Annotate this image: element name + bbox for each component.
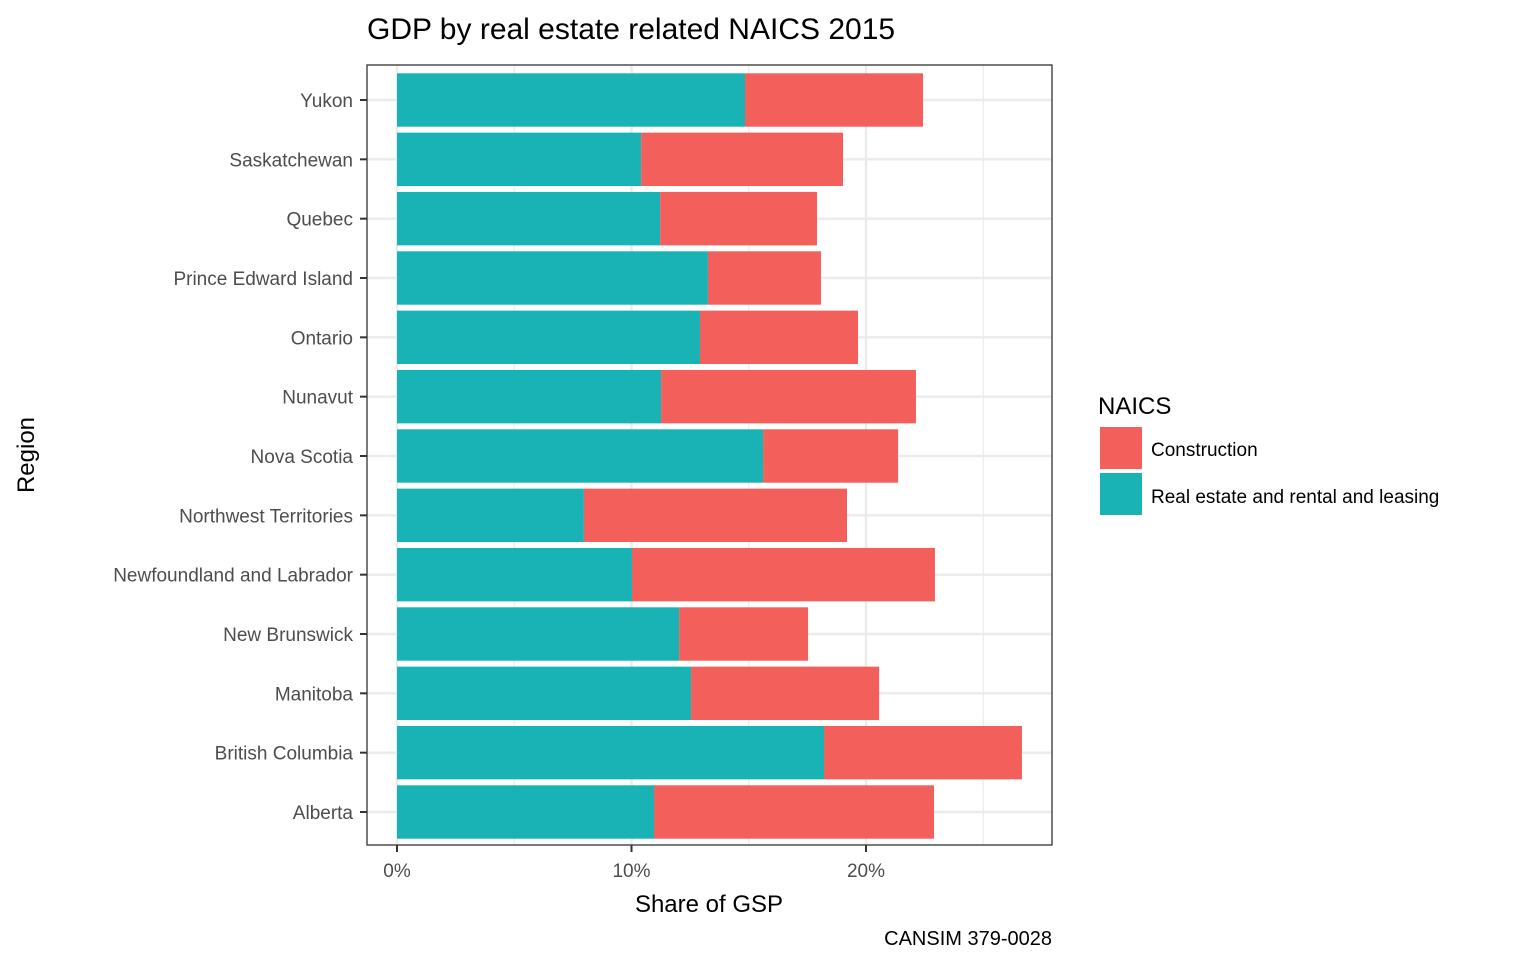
bar-yukon-real-estate-and-rental-and-leasing (397, 73, 745, 127)
x-tick-label: 10% (612, 861, 650, 882)
legend-swatch-construction (1100, 427, 1142, 469)
legend: NAICS Construction Real estate and renta… (1098, 393, 1439, 515)
y-tick-label-nunavut: Nunavut (282, 388, 353, 409)
y-tick-label-yukon: Yukon (300, 91, 353, 112)
bar-yukon-construction (744, 73, 923, 127)
bar-quebec-construction (660, 191, 817, 246)
bar-northwest-territories-real-estate-and-rental-and-leasing (397, 488, 584, 543)
bar-northwest-territories-construction (583, 488, 848, 543)
bar-alberta-real-estate-and-rental-and-leasing (397, 785, 655, 839)
x-axis-title: Share of GSP (635, 891, 783, 918)
bar-prince-edward-island-real-estate-and-rental-and-leasing (397, 251, 708, 305)
plot-panel (366, 64, 1053, 846)
legend-title: NAICS (1098, 393, 1171, 420)
bar-nova-scotia-construction (763, 429, 899, 483)
y-axis-title: Region (13, 417, 40, 493)
bar-nova-scotia-real-estate-and-rental-and-leasing (397, 429, 764, 483)
x-tick-label: 0% (383, 861, 411, 882)
y-tick-label-nova-scotia: Nova Scotia (251, 447, 354, 468)
bar-british-columbia-construction (824, 725, 1022, 780)
y-tick-label-british-columbia: British Columbia (215, 744, 354, 765)
legend-label-real-estate: Real estate and rental and leasing (1151, 487, 1439, 508)
legend-label-construction: Construction (1151, 440, 1258, 461)
x-tick-label: 20% (847, 861, 885, 882)
bars (397, 73, 1022, 839)
y-tick-label-new-brunswick: New Brunswick (223, 625, 353, 646)
y-tick-label-saskatchewan: Saskatchewan (229, 150, 353, 171)
bar-prince-edward-island-construction (707, 251, 821, 305)
bar-british-columbia-real-estate-and-rental-and-leasing (397, 725, 825, 780)
y-tick-label-newfoundland-and-labrador: Newfoundland and Labrador (113, 566, 353, 587)
caption: CANSIM 379-0028 (884, 928, 1052, 950)
bar-new-brunswick-real-estate-and-rental-and-leasing (397, 607, 680, 661)
bar-quebec-real-estate-and-rental-and-leasing (397, 191, 661, 246)
bar-ontario-construction (699, 310, 859, 365)
bar-newfoundland-and-labrador-construction (631, 547, 935, 602)
bar-manitoba-real-estate-and-rental-and-leasing (397, 666, 692, 721)
bar-ontario-real-estate-and-rental-and-leasing (397, 310, 700, 365)
y-tick-label-prince-edward-island: Prince Edward Island (173, 269, 353, 290)
y-tick-label-northwest-territories: Northwest Territories (179, 506, 353, 527)
bar-saskatchewan-real-estate-and-rental-and-leasing (397, 132, 642, 187)
chart-title: GDP by real estate related NAICS 2015 (367, 13, 895, 46)
bar-manitoba-construction (691, 666, 880, 721)
bar-nunavut-construction (661, 369, 916, 424)
y-axis: Alberta British Columbia Manitoba New Bruns… (113, 91, 367, 824)
bar-alberta-construction (654, 785, 935, 839)
x-axis: 0% 10% 20% (383, 845, 885, 882)
y-tick-label-manitoba: Manitoba (275, 684, 354, 705)
y-tick-label-ontario: Ontario (291, 328, 353, 349)
legend-swatch-real-estate (1100, 473, 1142, 515)
bar-nunavut-real-estate-and-rental-and-leasing (397, 369, 662, 424)
y-tick-label-quebec: Quebec (286, 210, 353, 231)
bar-saskatchewan-construction (641, 132, 844, 187)
bar-new-brunswick-construction (679, 607, 809, 661)
y-tick-label-alberta: Alberta (293, 803, 354, 824)
bar-newfoundland-and-labrador-real-estate-and-rental-and-leasing (397, 547, 632, 602)
